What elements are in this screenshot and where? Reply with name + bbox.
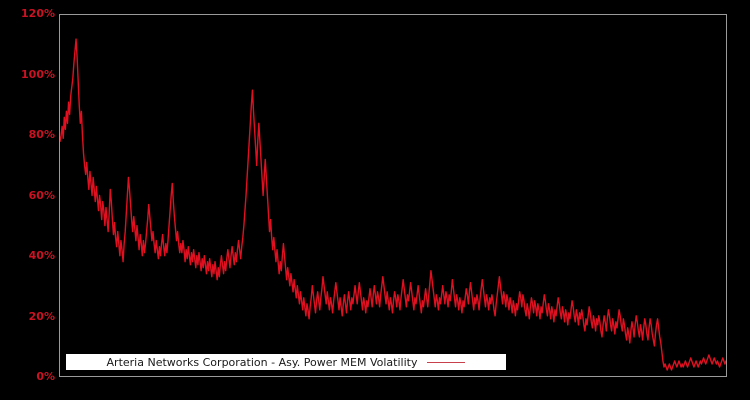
y-tick-label-100: 100%	[21, 67, 55, 81]
legend-line-swatch	[427, 361, 466, 363]
y-tick-label-120: 120%	[21, 7, 55, 20]
plot-area	[59, 14, 727, 377]
y-tick-label-20: 20%	[28, 309, 55, 323]
y-tick-label-80: 80%	[28, 128, 55, 141]
chart-legend: Arteria Networks Corporation - Asy. Powe…	[66, 354, 506, 370]
y-axis-tick-labels: 0% 20% 40% 60% 80% 100% 120%	[0, 0, 55, 400]
y-tick-label-40: 40%	[28, 249, 55, 262]
volatility-line-chart	[60, 38, 726, 371]
legend-label: Arteria Networks Corporation - Asy. Powe…	[106, 355, 418, 369]
y-tick-label-0: 0%	[36, 370, 55, 383]
series-line-asy-power-mem-volatility	[60, 38, 726, 371]
y-tick-label-60: 60%	[28, 188, 55, 202]
